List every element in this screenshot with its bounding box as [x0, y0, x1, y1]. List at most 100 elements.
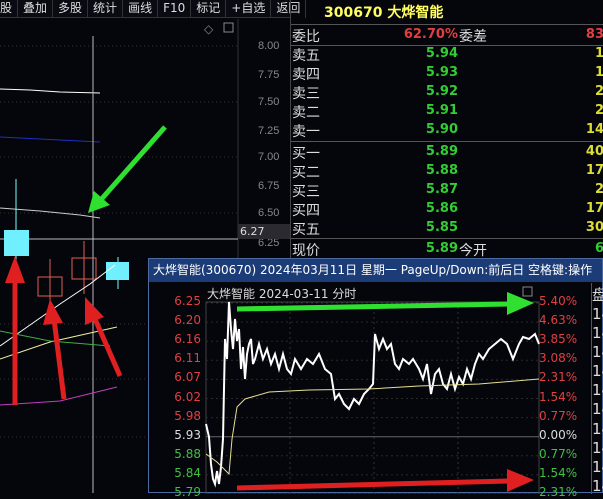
ma-line-gray: [0, 207, 101, 219]
side-value: 14: [592, 438, 603, 457]
axis-label: 6.25: [258, 237, 280, 249]
level-label: 卖三: [292, 86, 320, 102]
bid-row: 买三 5.87 2: [291, 181, 603, 200]
axis-label: 7.25: [258, 125, 280, 137]
candle: [4, 230, 29, 256]
side-value: 14: [592, 457, 603, 476]
axis-label: 7.00: [258, 151, 280, 163]
red-arrow-head: [507, 469, 534, 492]
level-price: 5.89: [425, 144, 458, 159]
ma-line-white: [0, 88, 101, 94]
kline-drawing: ◇: [0, 19, 239, 493]
level-label: 买四: [292, 203, 320, 219]
side-value: 14: [592, 381, 603, 400]
price-axis-label: 6.07: [174, 370, 201, 385]
bid-row: 买一 5.89 40: [291, 143, 603, 162]
level-volume: 2: [594, 182, 603, 197]
ask-row: 卖二 5.91 2: [291, 102, 603, 121]
ask-row: 卖一 5.90 14: [291, 121, 603, 140]
level-volume: 17: [585, 201, 603, 216]
level-price: 5.94: [425, 46, 458, 61]
quote-panel: 300670 大烨智能 委比 62.70% 委差 83 卖五 5.94 1 卖四 5.9…: [290, 0, 603, 260]
weibi-label: 委比: [292, 29, 320, 45]
level-volume: 40: [585, 144, 603, 159]
toolbar-item-f10[interactable]: F10: [158, 0, 192, 18]
kline-chart[interactable]: ◇ 8.00 7.75 7.50 7.25 7.00 6.75 6.50 6.2…: [0, 19, 290, 493]
toolbar-item-add-watch[interactable]: +自选: [226, 0, 272, 18]
price-axis-label: 5.79: [174, 485, 201, 499]
candle: [37, 276, 63, 297]
level-volume: 1: [594, 65, 603, 80]
percent-axis-label: 0.00%: [539, 427, 578, 442]
now-label: 现价: [292, 243, 320, 259]
stock-title: 300670 大烨智能: [324, 5, 444, 21]
level-price: 5.92: [425, 84, 458, 99]
open-label: 今开: [459, 243, 487, 259]
toolbar-item-stock[interactable]: 股: [0, 0, 19, 18]
level-price: 5.88: [425, 163, 458, 178]
toolbar-item-overlay[interactable]: 叠加: [18, 0, 54, 18]
level-label: 卖二: [292, 105, 320, 121]
green-annotation-arrow: [236, 301, 510, 312]
percent-axis-label: 3.08%: [539, 351, 578, 366]
axis-label: 6.75: [258, 180, 280, 192]
level-label: 卖四: [292, 67, 320, 83]
popup-subtitle: 大烨智能 2024-03-11 分时: [207, 287, 357, 301]
toolbar-item-multi[interactable]: 多股: [53, 0, 89, 18]
side-value: 14: [592, 324, 603, 343]
weibi-row: 委比 62.70% 委差 83: [291, 26, 603, 45]
candle: [106, 262, 129, 280]
side-value: 14: [592, 400, 603, 419]
percent-axis-label: 0.77%: [539, 446, 578, 461]
green-annotation-arrow: [88, 125, 167, 213]
percent-axis-label: 2.31%: [539, 370, 578, 385]
axis-label: 7.75: [258, 69, 280, 81]
level-price: 5.90: [425, 122, 458, 137]
ma-line-blue: [0, 136, 101, 143]
percent-axis-label: 4.63%: [539, 313, 578, 328]
toolbar-item-mark[interactable]: 标记: [191, 0, 227, 18]
level-label: 买三: [292, 184, 320, 200]
level-volume: 1: [594, 46, 603, 61]
panel-toggle-icon: [522, 286, 533, 297]
level-price: 5.86: [425, 201, 458, 216]
popup-title-bar[interactable]: 大烨智能(300670) 2024年03月11日 星期一 PageUp/Down…: [149, 259, 602, 282]
weicha-value: 83: [585, 27, 603, 42]
axis-label: 6.50: [258, 207, 280, 219]
side-value: 14: [592, 476, 603, 494]
weicha-label: 委差: [459, 29, 487, 45]
price-axis-label: 5.84: [174, 465, 201, 480]
percent-axis-label: 3.85%: [539, 332, 578, 347]
level-volume: 2: [594, 103, 603, 118]
side-column: 盘 1414141414141414141414: [591, 283, 603, 494]
ask-row: 卖三 5.92 2: [291, 83, 603, 102]
side-value: 14: [592, 305, 603, 323]
bid-row: 买四 5.86 17: [291, 200, 603, 219]
percent-axis-label: 1.54%: [539, 389, 578, 404]
price-axis-label: 6.20: [174, 313, 201, 328]
level-volume: 17: [585, 163, 603, 178]
price-axis-label: 6.02: [174, 389, 201, 404]
percent-axis-label: 2.31%: [539, 485, 578, 499]
toolbar-item-back[interactable]: 返回: [271, 0, 307, 18]
price-axis-label: 6.11: [174, 351, 201, 366]
level-label: 买二: [292, 165, 320, 181]
price-axis-label: 5.88: [174, 446, 201, 461]
current-price-tag: 6.27: [238, 224, 290, 239]
level-label: 卖一: [292, 124, 320, 140]
side-value: 14: [592, 343, 603, 362]
level-price: 5.91: [425, 103, 458, 118]
red-annotation-arrows: [5, 256, 123, 405]
now-value: 5.89: [425, 241, 458, 256]
bid-row: 买二 5.88 17: [291, 162, 603, 181]
side-value: 14: [592, 419, 603, 438]
toolbar-item-stats[interactable]: 统计: [88, 0, 124, 18]
level-volume: 2: [594, 84, 603, 99]
intraday-popup[interactable]: 大烨智能(300670) 2024年03月11日 星期一 PageUp/Down…: [148, 258, 603, 499]
percent-axis-label: 5.40%: [539, 294, 578, 308]
intraday-chart: [205, 286, 540, 494]
toolbar-item-draw[interactable]: 画线: [123, 0, 159, 18]
side-label: 盘: [592, 284, 603, 305]
axis-label: 8.00: [258, 40, 280, 52]
percent-axis-label: 0.77%: [539, 408, 578, 423]
